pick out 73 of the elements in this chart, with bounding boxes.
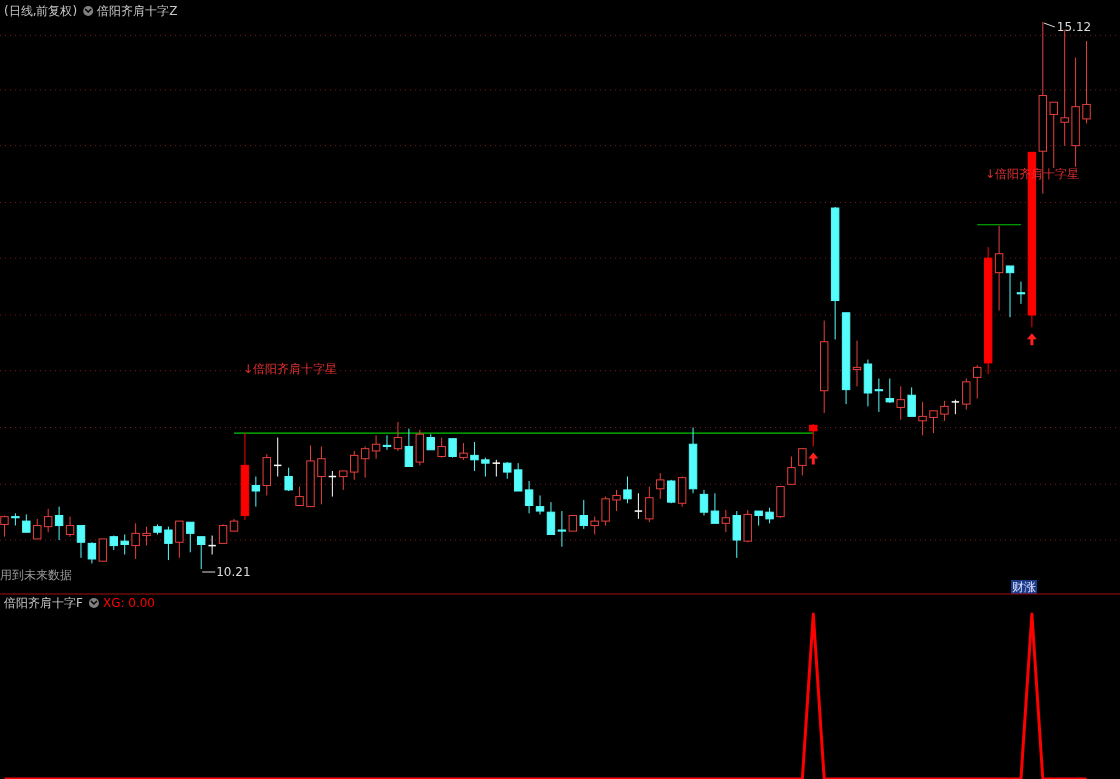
candlestick [87,541,97,564]
candlestick [524,480,534,514]
candlestick [295,486,304,506]
candlestick [962,378,971,411]
candlestick [787,455,796,485]
candlestick [437,437,446,459]
candlestick [973,364,982,400]
candlestick [1016,281,1026,305]
candlestick [54,506,64,541]
candlestick [798,448,807,476]
candlestick [535,494,545,515]
candlestick [699,489,709,517]
candlestick [371,434,381,460]
chart-title: (日线,前复权) [4,4,78,18]
candlestick [1082,40,1091,124]
candlestick [612,489,621,512]
chart-title: 倍阳齐肩十字F [4,596,83,610]
candlestick [251,476,261,508]
candlestick [721,509,731,533]
candlestick [339,470,348,491]
candlestick [874,378,884,413]
candlestick [852,340,862,387]
candlestick [218,523,228,544]
candlestick [470,441,479,472]
candlestick [885,378,895,404]
candlestick [350,450,359,481]
candlestick [994,225,1004,312]
candlestick [940,400,949,422]
candlestick [43,508,53,533]
candlestick [656,472,665,500]
candlestick [382,434,392,451]
candlestick [1049,101,1058,169]
candlestick [33,518,42,540]
annotation: 10.21 [216,565,251,579]
candlestick [120,533,129,556]
candlestick [142,526,151,547]
candlestick [164,526,173,561]
candlestick [404,428,414,468]
annotation: 15.12 [1056,20,1092,34]
candlestick [196,536,206,570]
candlestick [557,510,567,548]
candlestick [317,445,326,505]
candlestick [186,521,195,553]
candlestick [645,486,654,523]
candlestick [131,522,140,560]
candlestick [1060,29,1069,147]
candlestick [623,476,632,504]
annotation: 用到未来数据 [0,568,72,582]
candlestick [65,516,75,538]
candlestick [11,512,20,527]
candlestick [175,520,184,559]
candlestick [76,525,86,559]
candlestick [929,410,938,434]
candlestick [546,501,556,535]
candlestick [710,492,720,524]
candlestick [393,421,403,452]
candlestick [448,438,457,459]
candlestick [907,386,916,417]
text: XG: 0.00 [102,596,156,610]
candlestick [918,401,927,436]
chart-subtitle: 倍阳齐肩十字Z [97,4,178,18]
annotation: ↓倍阳齐肩十字星 [243,362,338,376]
candlestick [98,538,108,562]
candlestick [809,423,818,447]
candlestick [513,462,523,492]
candlestick [579,499,588,530]
text: 财涨 [1012,580,1036,594]
candlestick [360,445,370,479]
candlestick [1005,265,1015,318]
candlestick [896,385,905,421]
candlestick [633,492,643,520]
candlestick [601,496,610,527]
candlestick [481,457,490,478]
